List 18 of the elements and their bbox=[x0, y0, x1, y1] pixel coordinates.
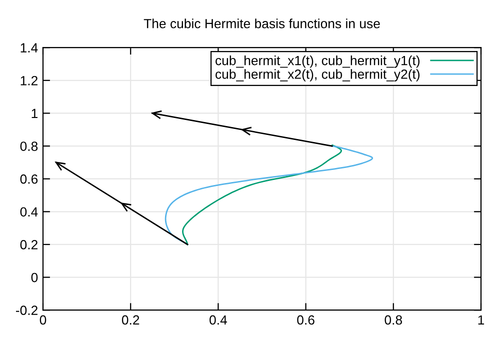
x-tick-label: 0.8 bbox=[384, 315, 402, 325]
y-tick-label: 0.6 bbox=[20, 174, 38, 184]
y-tick-label: 1 bbox=[32, 108, 38, 118]
x-tick-label: 1 bbox=[478, 315, 484, 325]
x-tick-label: 0.4 bbox=[210, 315, 227, 325]
y-tick-label: 0 bbox=[31, 272, 38, 282]
legend-label: cub_hermit_x2(t), cub_hermit_y2(t) bbox=[216, 69, 420, 82]
chart-title: The cubic Hermite basis functions in use bbox=[144, 18, 380, 28]
y-tick-label: 0.4 bbox=[20, 207, 38, 217]
legend-label: cub_hermit_x1(t), cub_hermit_y1(t) bbox=[216, 56, 420, 68]
x-tick-label: 0.2 bbox=[122, 315, 140, 325]
x-tick-label: 0 bbox=[40, 315, 46, 325]
y-tick-label: -0.2 bbox=[16, 306, 38, 316]
y-tick-label: 1.2 bbox=[20, 76, 38, 86]
y-tick-label: 0.8 bbox=[20, 142, 38, 151]
y-tick-label: 0.2 bbox=[20, 240, 38, 250]
x-tick-label: 0.6 bbox=[297, 315, 314, 325]
y-tick-label: 1.4 bbox=[20, 43, 38, 52]
